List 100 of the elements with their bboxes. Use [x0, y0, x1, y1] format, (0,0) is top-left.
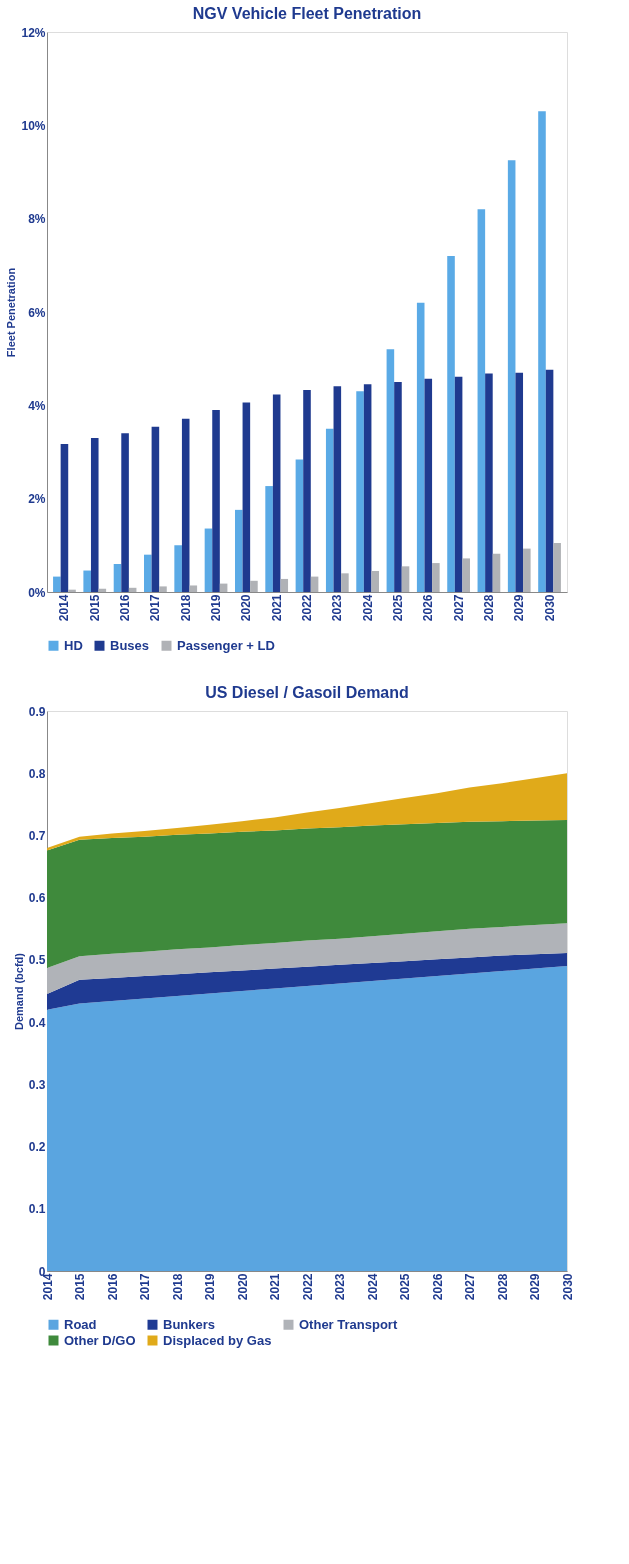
bar — [394, 382, 402, 592]
x-tick-label: 2030 — [542, 594, 557, 622]
bar — [325, 428, 334, 592]
x-tick-label: 2022 — [300, 1273, 315, 1301]
y-axis-title: Fleet Penetration — [5, 267, 18, 358]
chart-title: US Diesel / Gasoil Demand — [205, 684, 409, 701]
x-tick-label: 2015 — [73, 1273, 87, 1301]
bar — [462, 558, 470, 592]
x-tick-label: 2025 — [398, 1273, 412, 1301]
bar — [234, 509, 243, 592]
bar — [401, 566, 410, 592]
y-tick-label: 0.3 — [28, 1077, 46, 1092]
x-tick-label: 2026 — [430, 1273, 445, 1301]
bar — [341, 573, 349, 592]
bar — [174, 545, 182, 592]
legend-label: Bunkers — [163, 1316, 216, 1332]
bar — [60, 444, 69, 592]
x-tick-label: 2015 — [87, 594, 102, 622]
y-tick-label: 0.6 — [28, 891, 46, 906]
bar — [454, 376, 463, 592]
bar — [113, 564, 122, 592]
y-tick-label: 0% — [28, 585, 46, 600]
x-tick-label: 2017 — [148, 594, 163, 622]
y-tick-label: 0.2 — [28, 1140, 46, 1155]
bar — [90, 438, 99, 592]
bar — [485, 373, 493, 592]
bar — [386, 349, 395, 592]
bar — [416, 302, 425, 592]
legend-label: Other Transport — [299, 1316, 398, 1332]
bar — [181, 418, 190, 592]
bar — [371, 571, 380, 592]
bar — [83, 570, 91, 592]
bar — [121, 433, 129, 592]
x-tick-label: 2027 — [463, 1273, 477, 1301]
y-tick-label: 0.8 — [28, 766, 46, 781]
bar — [477, 209, 486, 592]
bar — [272, 394, 281, 592]
x-tick-label: 2026 — [421, 594, 436, 622]
chart-title: NGV Vehicle Fleet Penetration — [192, 5, 422, 22]
x-tick-label: 2023 — [333, 1273, 347, 1301]
bar — [507, 160, 516, 592]
x-tick-label: 2019 — [209, 594, 224, 622]
y-axis-title: Demand (bcfd) — [12, 952, 25, 1030]
bar — [447, 256, 455, 592]
x-tick-label: 2020 — [235, 1273, 250, 1301]
x-tick-label: 2028 — [495, 1273, 510, 1301]
legend-label: Passenger + LD — [177, 637, 275, 653]
x-tick-label: 2025 — [390, 594, 405, 622]
legend-label: Buses — [110, 637, 150, 653]
x-tick-label: 2020 — [239, 594, 254, 622]
x-tick-label: 2018 — [170, 1273, 185, 1301]
bar — [523, 548, 531, 592]
legend-label: Other D/GO — [64, 1332, 136, 1348]
x-tick-label: 2028 — [481, 594, 496, 622]
bar — [204, 528, 213, 592]
bar — [492, 553, 501, 592]
x-tick-label: 2029 — [528, 1273, 542, 1301]
x-tick-label: 2017 — [138, 1273, 152, 1301]
bar — [144, 554, 152, 592]
legend-label: Displaced by Gas — [163, 1332, 272, 1348]
bar — [189, 585, 198, 592]
bar — [333, 386, 342, 592]
x-tick-label: 2019 — [203, 1273, 217, 1301]
x-tick-label: 2022 — [300, 594, 314, 622]
legend-label: Road — [64, 1316, 97, 1332]
bar — [515, 372, 524, 592]
y-tick-label: 10% — [21, 118, 46, 133]
x-tick-label: 2027 — [451, 594, 466, 622]
legend-label: HD — [64, 637, 83, 653]
bar — [265, 486, 273, 592]
y-tick-label: 0.9 — [28, 704, 46, 719]
bar — [159, 586, 167, 592]
x-tick-label: 2029 — [512, 594, 527, 622]
x-tick-label: 2023 — [330, 594, 345, 622]
x-tick-label: 2024 — [360, 594, 375, 622]
x-tick-label: 2024 — [365, 1273, 380, 1301]
y-tick-label: 4% — [28, 398, 46, 413]
x-tick-label: 2014 — [57, 594, 72, 622]
bar — [250, 580, 258, 592]
x-tick-label: 2016 — [118, 594, 133, 622]
y-tick-label: 0.7 — [28, 828, 46, 843]
x-tick-label: 2018 — [178, 594, 193, 622]
y-tick-label: 6% — [28, 305, 46, 320]
y-tick-label: 2% — [28, 492, 46, 507]
bar — [280, 578, 289, 592]
y-tick-label: 12% — [21, 25, 46, 40]
bar — [432, 563, 440, 592]
y-tick-label: 0.5 — [28, 953, 46, 968]
bar — [356, 391, 364, 592]
bar — [151, 426, 160, 592]
y-tick-label: 0.4 — [28, 1015, 46, 1030]
bar — [310, 576, 319, 592]
bar — [295, 459, 304, 592]
x-tick-label: 2016 — [105, 1273, 120, 1301]
bar — [212, 410, 220, 592]
bar — [242, 402, 251, 592]
bar — [53, 576, 61, 592]
bar — [363, 384, 372, 592]
bar — [538, 111, 546, 592]
x-tick-label: 2030 — [560, 1273, 575, 1301]
